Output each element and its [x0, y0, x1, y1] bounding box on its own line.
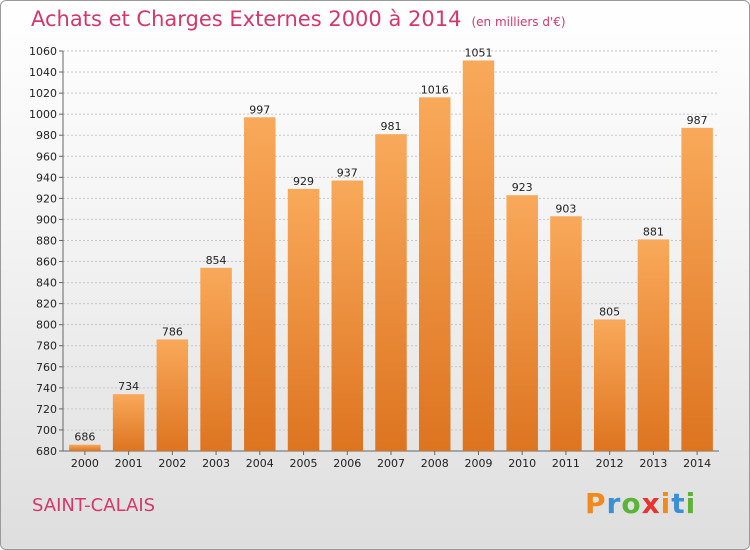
bar	[506, 195, 538, 451]
x-tick-label: 2014	[683, 457, 711, 470]
chart-title-text: Achats et Charges Externes 2000 à 2014	[31, 7, 462, 31]
x-tick-label: 2006	[333, 457, 361, 470]
bar-value-label: 997	[249, 103, 270, 116]
bar	[593, 319, 626, 451]
y-tick-label: 1060	[29, 45, 57, 58]
commune-name: SAINT-CALAIS	[32, 495, 156, 516]
y-tick-label: 740	[36, 382, 57, 395]
y-tick-label: 840	[36, 277, 57, 290]
bar	[418, 97, 451, 451]
bar-value-label: 805	[599, 305, 620, 318]
x-tick-label: 2005	[290, 457, 318, 470]
x-tick-label: 2012	[596, 457, 624, 470]
bar-value-label: 903	[555, 202, 576, 215]
x-tick-label: 2013	[639, 457, 667, 470]
bar-value-label: 686	[74, 431, 95, 444]
y-tick-label: 920	[36, 192, 57, 205]
bar-value-label: 734	[118, 380, 139, 393]
x-tick-label: 2010	[508, 457, 536, 470]
bar-value-label: 987	[687, 114, 708, 127]
bar	[550, 216, 582, 451]
x-tick-label: 2007	[377, 457, 405, 470]
bar-value-label: 786	[162, 325, 183, 338]
y-tick-label: 980	[36, 129, 57, 142]
logo-letter: P	[585, 487, 607, 520]
bar	[69, 444, 101, 451]
chart-title: Achats et Charges Externes 2000 à 2014 (e…	[31, 7, 566, 31]
y-tick-label: 860	[36, 256, 57, 269]
logo-letter: r	[606, 487, 622, 520]
bar-value-label: 1016	[421, 83, 449, 96]
x-tick-label: 2000	[71, 457, 99, 470]
chart-subtitle: (en milliers d'€)	[471, 15, 566, 29]
bar-value-label: 923	[512, 181, 533, 194]
logo-letter: x	[641, 487, 661, 520]
logo-letter: o	[621, 487, 642, 520]
y-tick-label: 1000	[29, 108, 57, 121]
x-tick-label: 2003	[202, 457, 230, 470]
bar-value-label: 981	[381, 120, 402, 133]
y-tick-label: 880	[36, 234, 57, 247]
bar-value-label: 1051	[464, 46, 492, 59]
bar-value-label: 881	[643, 225, 664, 238]
bar	[156, 339, 189, 451]
y-tick-label: 820	[36, 298, 57, 311]
y-tick-label: 960	[36, 150, 57, 163]
y-tick-label: 700	[36, 424, 57, 437]
y-tick-label: 800	[36, 319, 57, 332]
logo-letter: t	[671, 487, 686, 520]
y-tick-label: 780	[36, 340, 57, 353]
bar	[112, 394, 145, 451]
bar-value-label: 929	[293, 175, 314, 188]
x-tick-label: 2002	[158, 457, 186, 470]
bar	[375, 134, 407, 451]
logo-letter: i	[685, 487, 697, 520]
bar	[681, 127, 713, 451]
y-tick-label: 1040	[29, 66, 57, 79]
bar-value-label: 937	[337, 166, 358, 179]
x-tick-label: 2009	[464, 457, 492, 470]
x-tick-label: 2001	[115, 457, 143, 470]
bar	[200, 267, 232, 451]
y-tick-label: 680	[36, 445, 57, 458]
bar	[244, 117, 276, 451]
y-tick-label: 900	[36, 213, 57, 226]
bar	[637, 239, 670, 451]
bar	[287, 188, 320, 452]
x-tick-label: 2011	[552, 457, 580, 470]
bar	[331, 180, 364, 451]
y-tick-label: 1020	[29, 87, 57, 100]
x-tick-label: 2008	[421, 457, 449, 470]
y-tick-label: 940	[36, 171, 57, 184]
bar	[462, 60, 495, 451]
x-tick-label: 2004	[246, 457, 274, 470]
y-tick-label: 720	[36, 403, 57, 416]
y-tick-label: 760	[36, 361, 57, 374]
proxiti-logo: Proxiti	[585, 487, 696, 520]
bar-value-label: 854	[206, 254, 227, 267]
logo-letter: i	[660, 487, 672, 520]
